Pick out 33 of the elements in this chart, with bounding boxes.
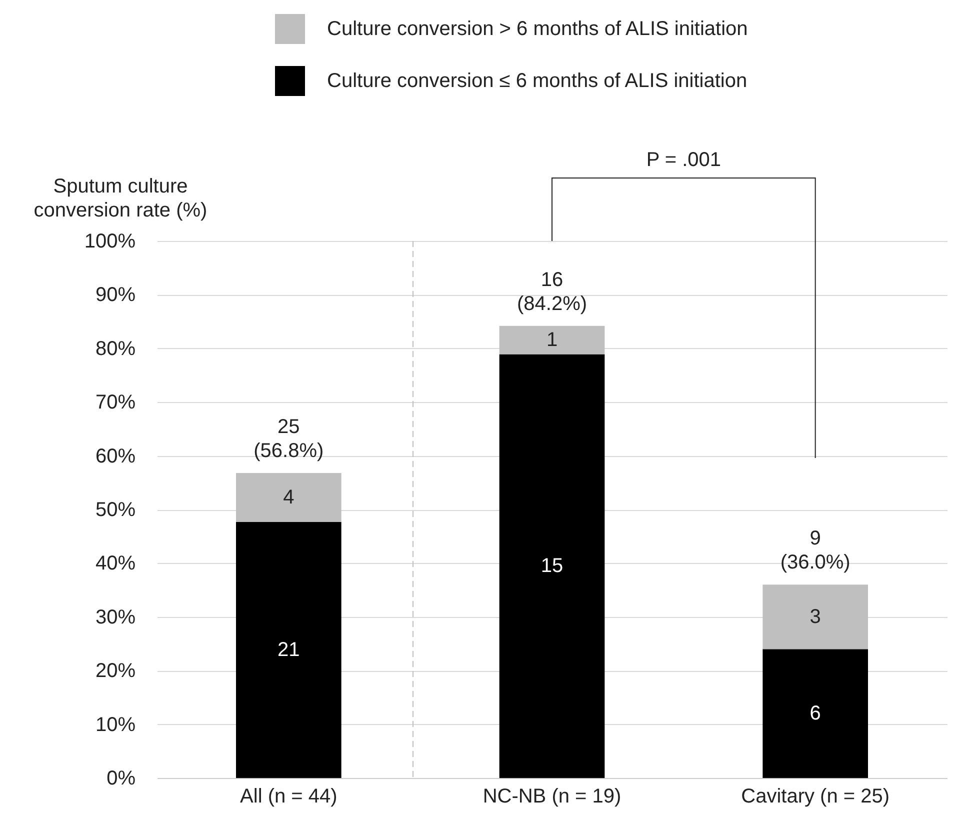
y-tick-label: 30% (95, 606, 136, 628)
annotation: 4 (283, 486, 294, 508)
bar (236, 522, 342, 778)
y-tick-label: 0% (106, 768, 136, 790)
y-tick-label: 50% (95, 499, 136, 521)
annotation: 6 (810, 702, 821, 725)
bar (236, 472, 342, 522)
bar (762, 649, 868, 778)
annotation: 21 (278, 638, 300, 661)
y-tick-label: 100% (84, 230, 136, 252)
y-tick-label: 20% (95, 660, 136, 682)
y-tick-label: 60% (95, 445, 136, 468)
total-label: 25 (56.8%) (254, 416, 324, 462)
legend-label: Culture conversion ≤ 6 months of ALIS initiation (327, 70, 748, 92)
text: P = .001 (646, 149, 722, 171)
y-tick-label: 40% (95, 552, 136, 575)
x-tick-label: Cavitary (n = 25) (741, 786, 890, 808)
legend-label: Culture conversion > 6 months of ALIS initiation (327, 18, 748, 40)
y-tick-label: 70% (95, 392, 136, 414)
bar (499, 326, 605, 354)
annotation: 1 (546, 329, 558, 352)
x-tick-label: NC-NB (n = 19) (482, 786, 622, 808)
bar (499, 354, 605, 778)
total-label: 9 (36.0%) (780, 528, 850, 574)
annotation: 3 (810, 606, 821, 628)
y-tick-label: 90% (95, 284, 136, 306)
x-tick-label: All (n = 44) (240, 786, 338, 808)
y-tick-label: 80% (95, 338, 136, 360)
total-label: 16 (84.2%) (516, 268, 588, 315)
y-axis-title: Sputum culture conversion rate (%) (34, 176, 208, 222)
y-tick-label: 10% (95, 714, 136, 736)
bar (762, 584, 868, 650)
annotation: 15 (540, 555, 564, 578)
